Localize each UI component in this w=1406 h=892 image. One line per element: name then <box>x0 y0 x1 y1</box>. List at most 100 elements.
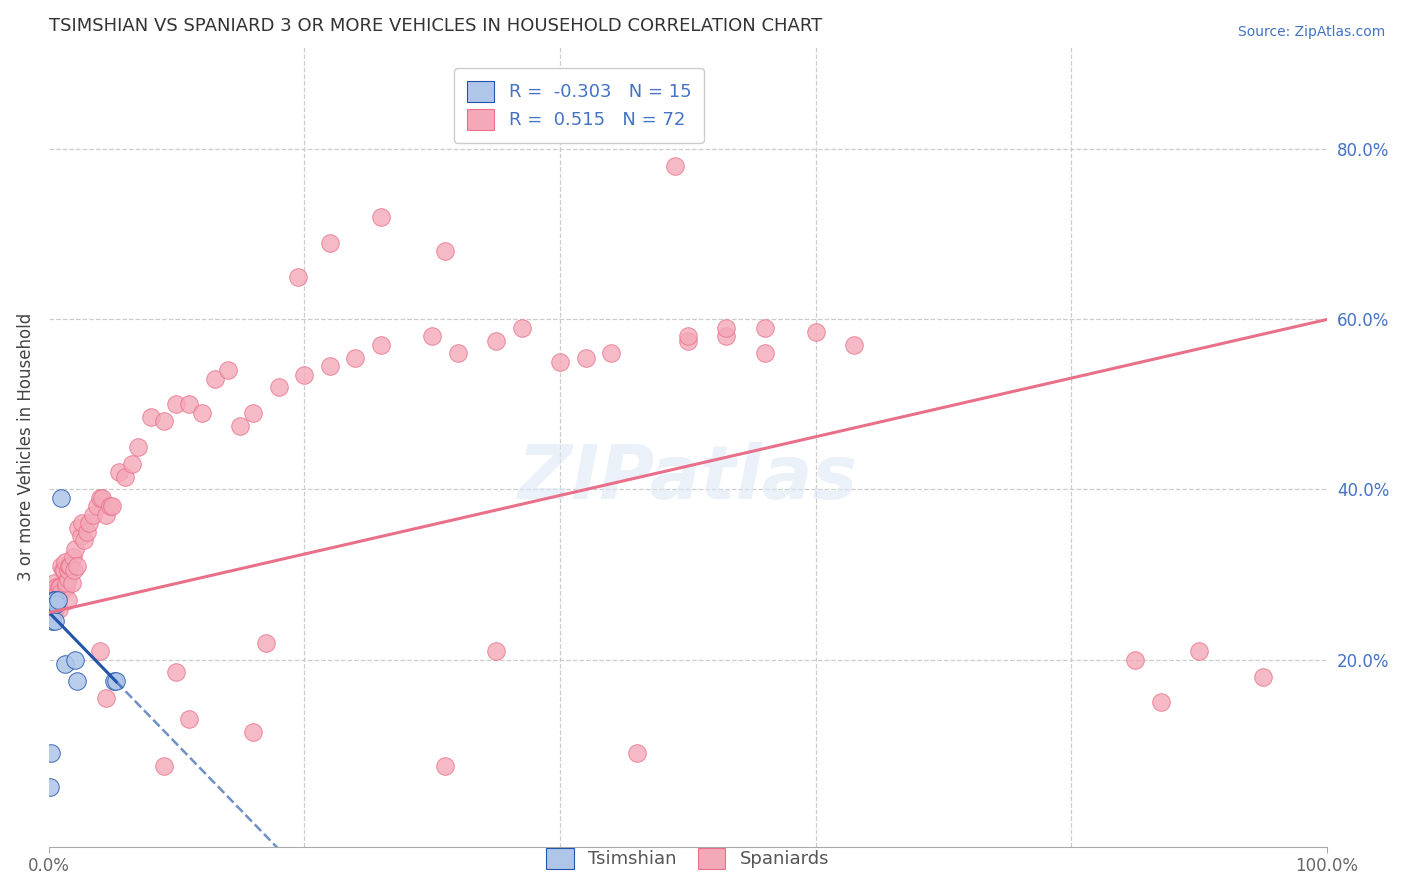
Point <box>433 244 456 259</box>
Point <box>41 597 63 611</box>
Point <box>44 614 66 628</box>
Point <box>108 466 131 480</box>
Point <box>66 521 89 535</box>
Point <box>52 563 75 577</box>
Point <box>38 593 60 607</box>
Point <box>41 614 63 628</box>
Point <box>600 346 623 360</box>
Text: TSIMSHIAN VS SPANIARD 3 OR MORE VEHICLES IN HOUSEHOLD CORRELATION CHART: TSIMSHIAN VS SPANIARD 3 OR MORE VEHICLES… <box>49 17 821 35</box>
Point <box>70 516 93 531</box>
Point <box>105 673 128 688</box>
Point <box>754 346 776 360</box>
Point <box>53 657 76 671</box>
Point <box>574 351 596 365</box>
Text: Source: ZipAtlas.com: Source: ZipAtlas.com <box>1237 25 1385 39</box>
Point <box>58 559 80 574</box>
Point <box>152 414 174 428</box>
Point <box>1188 644 1211 658</box>
Point <box>56 572 79 586</box>
Point <box>63 563 86 577</box>
Point <box>91 491 114 505</box>
Point <box>165 665 187 680</box>
Point <box>73 533 96 548</box>
Point <box>42 606 65 620</box>
Point <box>42 576 65 591</box>
Point <box>60 576 83 591</box>
Point <box>714 321 737 335</box>
Point <box>548 355 571 369</box>
Point <box>44 593 66 607</box>
Legend: Tsimshian, Spaniards: Tsimshian, Spaniards <box>534 836 842 881</box>
Point <box>55 576 77 591</box>
Point <box>433 759 456 773</box>
Point <box>45 597 67 611</box>
Point <box>842 338 865 352</box>
Point <box>804 325 827 339</box>
Text: ZIPatlas: ZIPatlas <box>517 442 858 516</box>
Point <box>69 529 91 543</box>
Point <box>447 346 470 360</box>
Point <box>52 563 75 577</box>
Point <box>204 372 226 386</box>
Point <box>39 597 62 611</box>
Point <box>510 321 533 335</box>
Point <box>48 580 70 594</box>
Point <box>44 593 66 607</box>
Point <box>229 418 252 433</box>
Point <box>1251 669 1274 683</box>
Point <box>62 550 84 565</box>
Point <box>754 321 776 335</box>
Point <box>179 397 201 411</box>
Point <box>51 559 73 574</box>
Point <box>56 563 79 577</box>
Point <box>45 580 67 594</box>
Point <box>82 508 104 522</box>
Point <box>44 601 66 615</box>
Point <box>39 584 62 599</box>
Point <box>242 406 264 420</box>
Point <box>370 211 392 225</box>
Point <box>76 524 98 539</box>
Point <box>39 746 62 760</box>
Point <box>1123 652 1146 666</box>
Point <box>152 759 174 773</box>
Point <box>51 491 73 505</box>
Point <box>485 644 508 658</box>
Point <box>485 334 508 348</box>
Point <box>121 457 143 471</box>
Point <box>94 508 117 522</box>
Point <box>664 160 686 174</box>
Point <box>242 724 264 739</box>
Point <box>370 338 392 352</box>
Point <box>127 440 149 454</box>
Point <box>66 559 89 574</box>
Point <box>103 673 125 688</box>
Point <box>48 601 70 615</box>
Point <box>46 593 69 607</box>
Point <box>53 555 76 569</box>
Point <box>287 269 309 284</box>
Point <box>114 469 136 483</box>
Point <box>319 359 342 374</box>
Point <box>98 500 121 514</box>
Point <box>45 597 67 611</box>
Point <box>49 580 72 594</box>
Point <box>55 580 77 594</box>
Point <box>65 541 87 556</box>
Point <box>51 584 73 599</box>
Point <box>139 410 162 425</box>
Point <box>46 584 69 599</box>
Point <box>101 500 124 514</box>
Point <box>79 516 101 531</box>
Point <box>165 397 187 411</box>
Point <box>94 690 117 705</box>
Point <box>42 593 65 607</box>
Point <box>38 780 60 794</box>
Point <box>292 368 315 382</box>
Y-axis label: 3 or more Vehicles in Household: 3 or more Vehicles in Household <box>17 313 35 581</box>
Point <box>420 329 443 343</box>
Point <box>714 329 737 343</box>
Point <box>66 673 89 688</box>
Point <box>89 644 111 658</box>
Point <box>86 500 108 514</box>
